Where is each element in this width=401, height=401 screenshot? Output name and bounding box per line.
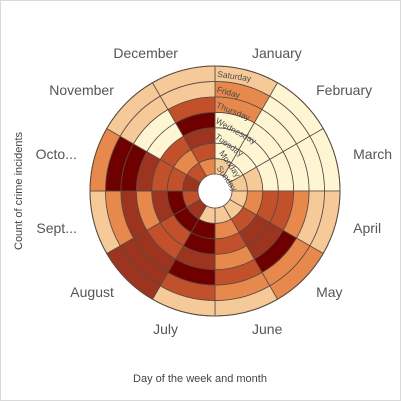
outer-ring (89, 65, 341, 317)
month-label-april: April (353, 220, 381, 236)
x-axis-title: Day of the week and month (133, 373, 267, 385)
month-label-december: December (113, 45, 178, 61)
month-labels: January February March April May June July Augu… (36, 45, 392, 337)
month-label-july: July (153, 321, 178, 337)
month-label-octo: Octo... (36, 146, 77, 162)
day-label-saturday: Saturday (217, 69, 253, 84)
month-label-august: August (70, 284, 114, 300)
month-label-january: January (252, 45, 302, 61)
month-label-may: May (316, 284, 342, 300)
month-label-november: November (49, 82, 114, 98)
y-axis-title: Count of crime incidents (13, 132, 25, 250)
month-label-february: February (316, 82, 372, 98)
month-label-june: June (252, 321, 283, 337)
month-label-march: March (353, 146, 392, 162)
month-label-sept: Sept... (36, 220, 76, 236)
heatmap-cells (89, 65, 341, 317)
